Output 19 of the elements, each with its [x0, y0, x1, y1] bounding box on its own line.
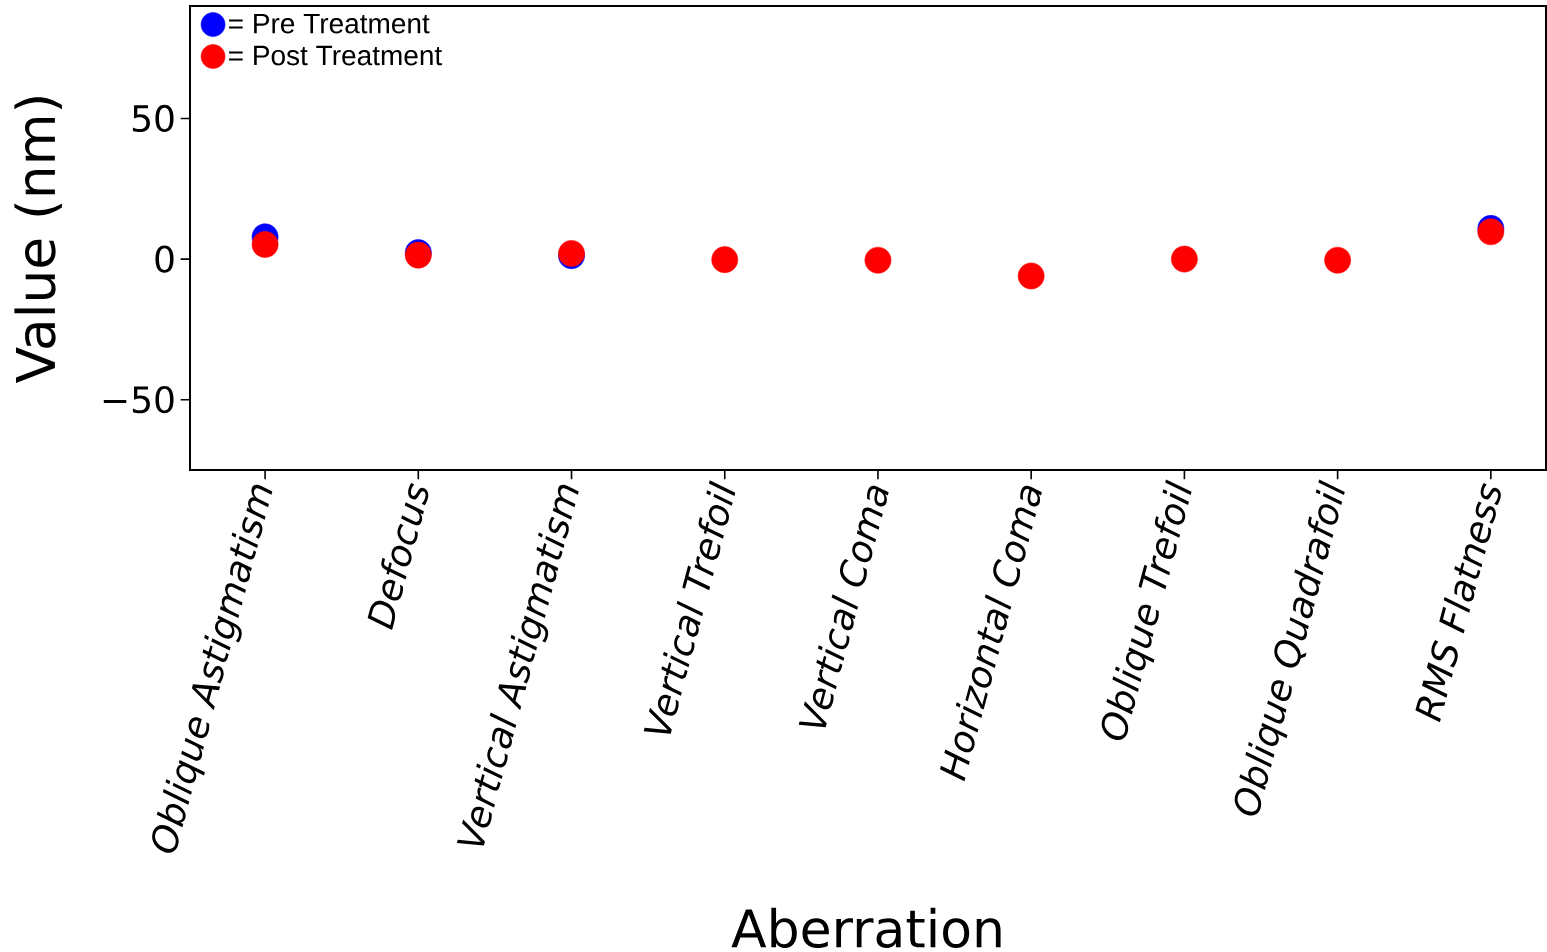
y-axis-title: Value (nm) — [14, 97, 62, 383]
point — [251, 231, 279, 258]
point — [1324, 246, 1351, 274]
y-tick-label: 50 — [132, 104, 174, 133]
x-axis-title: Aberration — [731, 907, 1001, 949]
point — [1477, 218, 1505, 246]
x-tick-label: Vertical Trefoil — [643, 480, 736, 734]
y-tick-label: −50 — [103, 386, 174, 414]
point — [864, 246, 892, 274]
y-tick-label: 0 — [155, 245, 174, 273]
x-tick-label: Defocus — [367, 483, 429, 631]
legend-label: = Post Treatment — [229, 45, 443, 66]
point — [1017, 262, 1045, 290]
legend-label: = Pre Treatment — [229, 13, 430, 34]
x-tick-label: RMS Flatness — [1415, 483, 1501, 723]
point — [1171, 245, 1198, 273]
x-tick-label: Oblique Trefoil — [1101, 479, 1192, 740]
x-tick-label: Vertical Coma — [798, 485, 889, 728]
point — [711, 246, 739, 273]
